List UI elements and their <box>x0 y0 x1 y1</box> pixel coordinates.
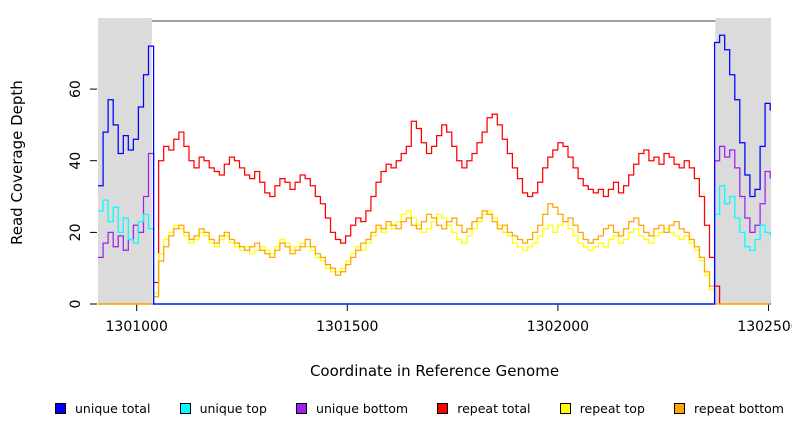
legend-item-unique-top: unique top <box>179 400 267 416</box>
y-axis-title: Read Coverage Depth <box>8 80 26 245</box>
series-line-unique-top <box>98 185 771 305</box>
legend-label: unique bottom <box>316 400 409 416</box>
legend-label: repeat bottom <box>694 400 784 416</box>
legend-item-repeat-top: repeat top <box>559 400 645 416</box>
legend: unique total unique top unique bottom repea… <box>55 398 784 418</box>
y-tick-label: 40 <box>68 152 84 170</box>
masked-region-left <box>98 18 152 304</box>
legend-item-repeat-total: repeat total <box>437 400 531 416</box>
y-tick-label: 0 <box>68 300 84 309</box>
legend-item-repeat-bottom: repeat bottom <box>674 401 784 416</box>
y-tick-label: 60 <box>68 80 84 98</box>
legend-item-unique-total: unique total <box>55 401 150 416</box>
series-line-repeat-bottom <box>98 203 771 305</box>
series-line-unique-total <box>98 34 771 305</box>
legend-swatch-icon <box>559 402 571 414</box>
series-line-repeat-total <box>98 113 771 305</box>
y-tick-label: 20 <box>68 223 84 241</box>
legend-item-unique-bottom: unique bottom <box>296 401 408 416</box>
legend-label: unique top <box>199 400 267 416</box>
x-tick-label: 1301500 <box>316 319 378 335</box>
legend-swatch-icon <box>179 402 191 414</box>
legend-swatch-icon <box>437 402 449 414</box>
legend-label: repeat top <box>579 400 645 416</box>
x-tick-label: 1301000 <box>106 319 168 335</box>
legend-swatch-icon <box>296 402 308 414</box>
masked-region-right <box>715 18 771 304</box>
legend-swatch-icon <box>674 402 686 414</box>
legend-label: unique total <box>75 400 151 416</box>
x-axis-title: Coordinate in Reference Genome <box>309 362 560 380</box>
x-tick-label: 1302000 <box>527 319 589 335</box>
legend-label: repeat total <box>457 400 531 416</box>
legend-swatch-icon <box>55 402 66 414</box>
